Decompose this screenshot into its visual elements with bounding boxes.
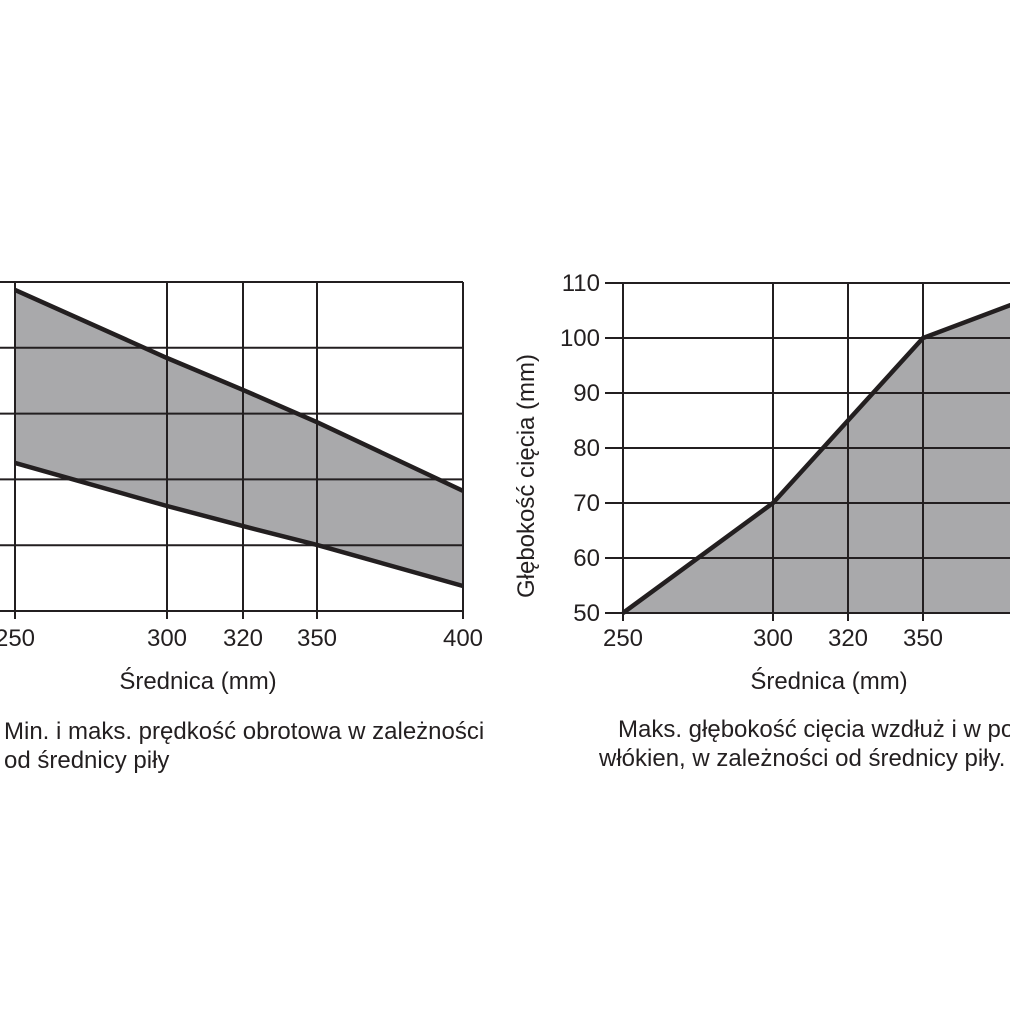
right-x-tick-label: 250	[603, 625, 643, 652]
right-chart-caption-line-1: Maks. głębokość cięcia wzdłuż i w popr	[618, 716, 1010, 743]
right-x-tick-label: 320	[828, 625, 868, 652]
right-x-tick-label: 350	[903, 625, 943, 652]
right-y-tick-label: 90	[573, 380, 600, 407]
max-speed-line	[14, 287, 464, 493]
right-y-tick-label: 60	[573, 545, 600, 572]
depth-area-fill	[623, 305, 1010, 613]
left-x-tick-label: 320	[223, 625, 263, 652]
right-y-tick-label: 70	[573, 490, 600, 517]
right-chart-caption: Maks. głębokość cięcia wzdłuż i w popr w…	[599, 715, 1010, 773]
right-y-tick-label: 110	[562, 270, 600, 297]
right-x-tick-label: 300	[753, 625, 793, 652]
right-y-tick-label: 100	[560, 325, 600, 352]
right-y-tick-label: 80	[573, 435, 600, 462]
min-speed-line	[14, 460, 464, 589]
left-chart-caption: Min. i maks. prędkość obrotowa w zależno…	[4, 717, 484, 775]
right-chart-caption-line-2: włókien, w zależności od średnicy piły.	[599, 745, 1006, 772]
right-chart-x-axis-title: Średnica (mm)	[750, 668, 908, 695]
right-y-tick-label: 50	[573, 600, 600, 627]
right-chart-y-axis-title: Głębokość cięcia (mm)	[513, 353, 540, 599]
left-x-tick-label: 250	[0, 625, 35, 652]
left-x-tick-label: 350	[297, 625, 337, 652]
left-chart: 250 300 320 350 400	[0, 281, 483, 652]
left-chart-caption-line-2: od średnicy piły	[4, 747, 170, 774]
speed-band-fill	[15, 289, 463, 586]
left-chart-x-axis-title: Średnica (mm)	[119, 668, 277, 695]
left-x-tick-label: 300	[147, 625, 187, 652]
left-x-tick-label: 400	[443, 625, 483, 652]
left-chart-caption-line-1: Min. i maks. prędkość obrotowa w zależno…	[4, 718, 485, 745]
depth-curve	[621, 302, 1010, 615]
